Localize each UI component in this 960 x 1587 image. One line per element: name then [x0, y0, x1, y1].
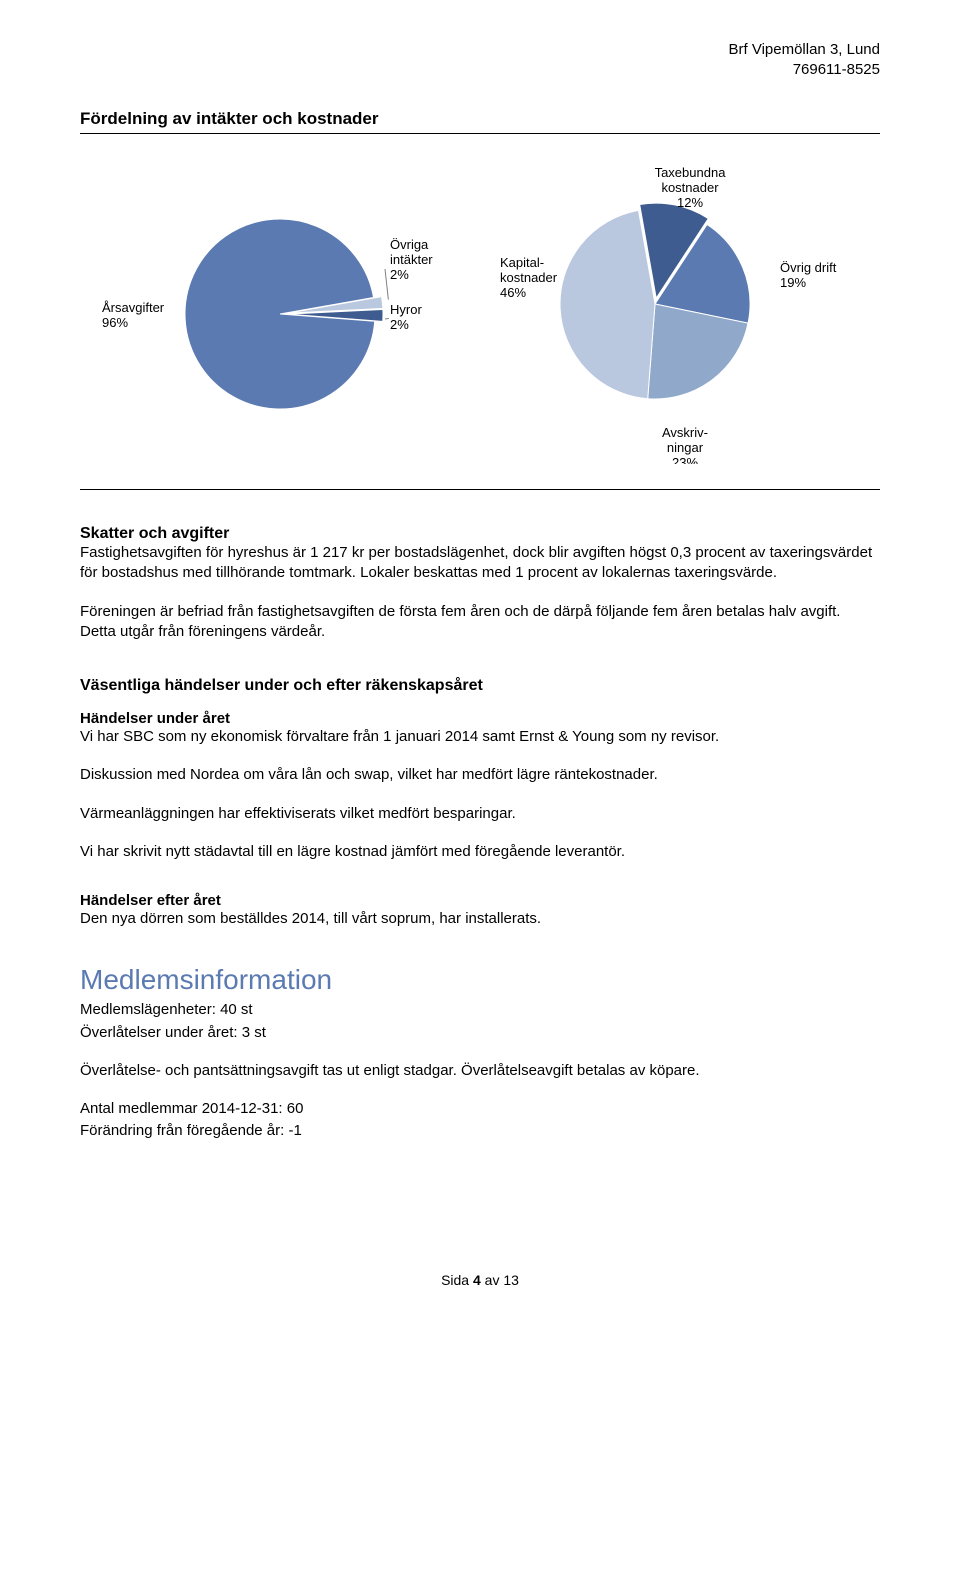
pie-left-block: Årsavgifter96% Övrigaintäkter2% Hyror2% — [80, 194, 480, 434]
svg-text:Årsavgifter96%: Årsavgifter96% — [102, 300, 165, 330]
svg-text:Övrig drift19%: Övrig drift19% — [780, 260, 837, 290]
header-org-name: Brf Vipemöllan 3, Lund — [80, 40, 880, 60]
section-title: Fördelning av intäkter och kostnader — [80, 109, 880, 134]
medlems-l5: Förändring från föregående år: -1 — [80, 1121, 880, 1141]
medlems-l4: Antal medlemmar 2014-12-31: 60 — [80, 1099, 880, 1119]
footer-suffix: av 13 — [481, 1272, 519, 1288]
svg-text:Hyror2%: Hyror2% — [390, 302, 422, 332]
skatter-p2: Föreningen är befriad från fastighetsavg… — [80, 602, 880, 643]
vasentliga-p4: Vi har skrivit nytt städavtal till en lä… — [80, 842, 880, 862]
medlems-l1: Medlemslägenheter: 40 st — [80, 1000, 880, 1020]
svg-text:Övrigaintäkter2%: Övrigaintäkter2% — [390, 237, 433, 282]
charts-row: Årsavgifter96% Övrigaintäkter2% Hyror2% Ta… — [80, 154, 880, 490]
skatter-heading: Skatter och avgifter — [80, 525, 880, 543]
footer-prefix: Sida — [441, 1272, 473, 1288]
skatter-p1: Fastighetsavgiften för hyreshus är 1 217… — [80, 543, 880, 584]
vasentliga-p1: Vi har SBC som ny ekonomisk förvaltare f… — [80, 727, 880, 747]
header-org-block: Brf Vipemöllan 3, Lund 769611-8525 — [80, 40, 880, 79]
vasentliga-sub1: Händelser under året — [80, 710, 880, 727]
vasentliga-p5: Den nya dörren som beställdes 2014, till… — [80, 909, 880, 929]
header-org-number: 769611-8525 — [80, 60, 880, 80]
svg-text:Kapital-kostnader46%: Kapital-kostnader46% — [500, 255, 558, 300]
pie-right-block: Taxebundnakostnader12%Övrig drift19%Avsk… — [480, 164, 880, 464]
pie-left-svg: Årsavgifter96% Övrigaintäkter2% Hyror2% — [80, 194, 480, 434]
vasentliga-p2: Diskussion med Nordea om våra lån och sw… — [80, 765, 880, 785]
svg-text:Avskriv-ningar23%: Avskriv-ningar23% — [662, 425, 708, 464]
pie-right-svg: Taxebundnakostnader12%Övrig drift19%Avsk… — [480, 164, 880, 464]
document-page: Brf Vipemöllan 3, Lund 769611-8525 Förde… — [0, 0, 960, 1318]
medlemsinformation-heading: Medlemsinformation — [80, 964, 880, 996]
footer-page-number: 4 — [473, 1272, 481, 1288]
vasentliga-p3: Värmeanläggningen har effektiviserats vi… — [80, 804, 880, 824]
medlems-l3: Överlåtelse- och pantsättningsavgift tas… — [80, 1061, 880, 1081]
page-footer: Sida 4 av 13 — [80, 1272, 880, 1288]
vasentliga-sub2: Händelser efter året — [80, 892, 880, 909]
pie-right-slice-3 — [560, 210, 655, 398]
medlems-l2: Överlåtelser under året: 3 st — [80, 1023, 880, 1043]
vasentliga-heading: Väsentliga händelser under och efter räk… — [80, 677, 880, 695]
